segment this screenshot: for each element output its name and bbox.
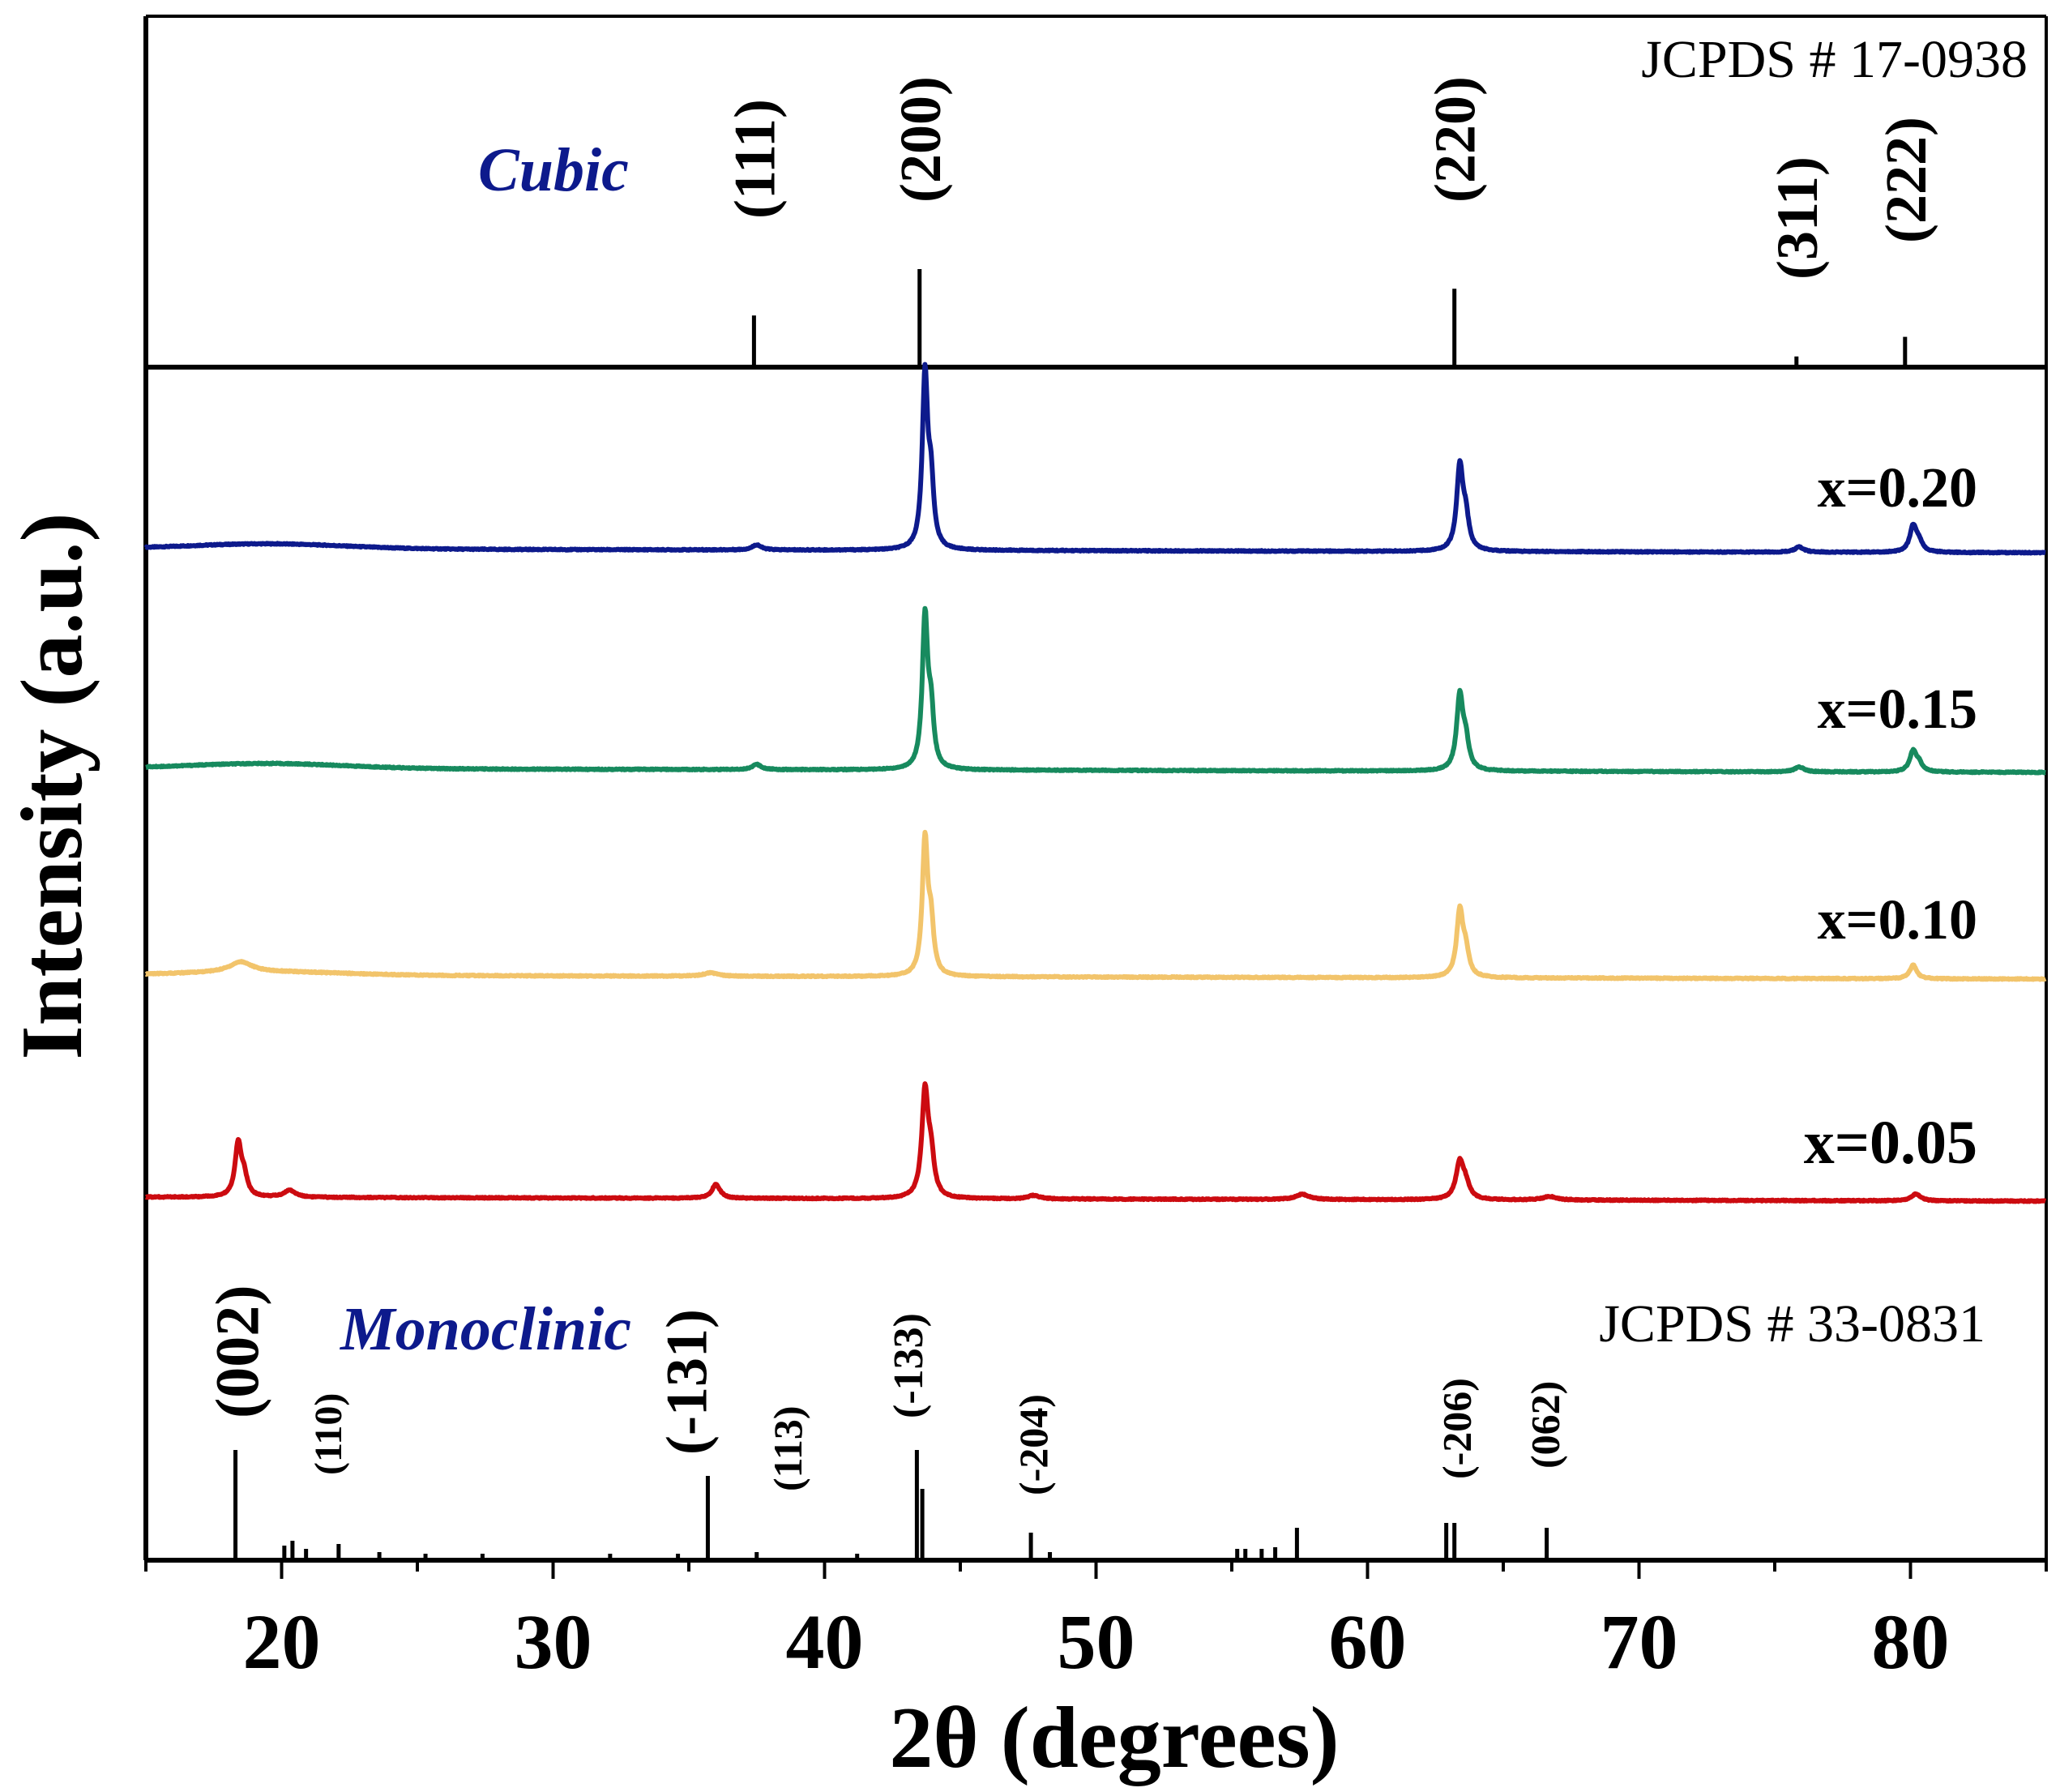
hkl-label: (111) xyxy=(722,99,787,219)
cubic-card-label: JCPDS # 17-0938 xyxy=(1641,30,2028,89)
x-axis-title: 2θ (degrees) xyxy=(889,1690,1339,1786)
series-label: x=0.05 xyxy=(1804,1109,1977,1177)
cubic-phase-label: Cubic xyxy=(478,136,629,204)
hkl-label: (-204) xyxy=(1011,1394,1056,1495)
x-tick-label: 60 xyxy=(1329,1598,1407,1685)
x-axis-ticks: 20 30 40 50 60 70 80 xyxy=(144,1560,2048,1685)
hkl-label: (002) xyxy=(204,1285,272,1418)
hkl-label: (-133) xyxy=(886,1313,932,1418)
hkl-label: (311) xyxy=(1765,156,1830,280)
x-tick-label: 50 xyxy=(1058,1598,1135,1685)
series-label: x=0.20 xyxy=(1818,457,1977,520)
monoclinic-phase-label: Monoclinic xyxy=(340,1295,631,1363)
series-label: x=0.10 xyxy=(1818,889,1977,952)
series-label: x=0.15 xyxy=(1818,678,1977,741)
hkl-label: (110) xyxy=(307,1393,350,1475)
hkl-label: (222) xyxy=(1874,117,1938,243)
hkl-label: (200) xyxy=(888,76,953,203)
x-tick-label: 30 xyxy=(515,1598,592,1685)
xrd-series-line xyxy=(143,361,2048,556)
x-tick-label: 80 xyxy=(1872,1598,1950,1685)
hkl-label: (062) xyxy=(1523,1381,1568,1469)
x-tick-label: 70 xyxy=(1601,1598,1678,1685)
hkl-label: (113) xyxy=(765,1405,810,1491)
hkl-label: (-206) xyxy=(1434,1378,1480,1479)
xrd-pattern-series: x=0.20 x=0.15 x=0.10 x=0.05 xyxy=(143,361,2048,1204)
x-tick-label: 20 xyxy=(243,1598,321,1685)
hkl-label: (220) xyxy=(1423,76,1488,203)
xrd-series-line xyxy=(143,829,2048,982)
cubic-reference-lines: (111) (200) (220) (311) (222) xyxy=(722,76,1938,367)
monoclinic-card-label: JCPDS # 33-0831 xyxy=(1599,1294,1985,1354)
monoclinic-reference-lines: (002) (110) (-131) (113) (-133) (-204) (-206) (… xyxy=(204,1285,1568,1560)
hkl-label: (-131) xyxy=(654,1309,719,1455)
y-axis-title: Intensity (a.u.) xyxy=(4,512,100,1059)
x-tick-label: 40 xyxy=(786,1598,864,1685)
xrd-series-line xyxy=(143,1081,2048,1204)
xrd-series-line xyxy=(143,605,2048,776)
